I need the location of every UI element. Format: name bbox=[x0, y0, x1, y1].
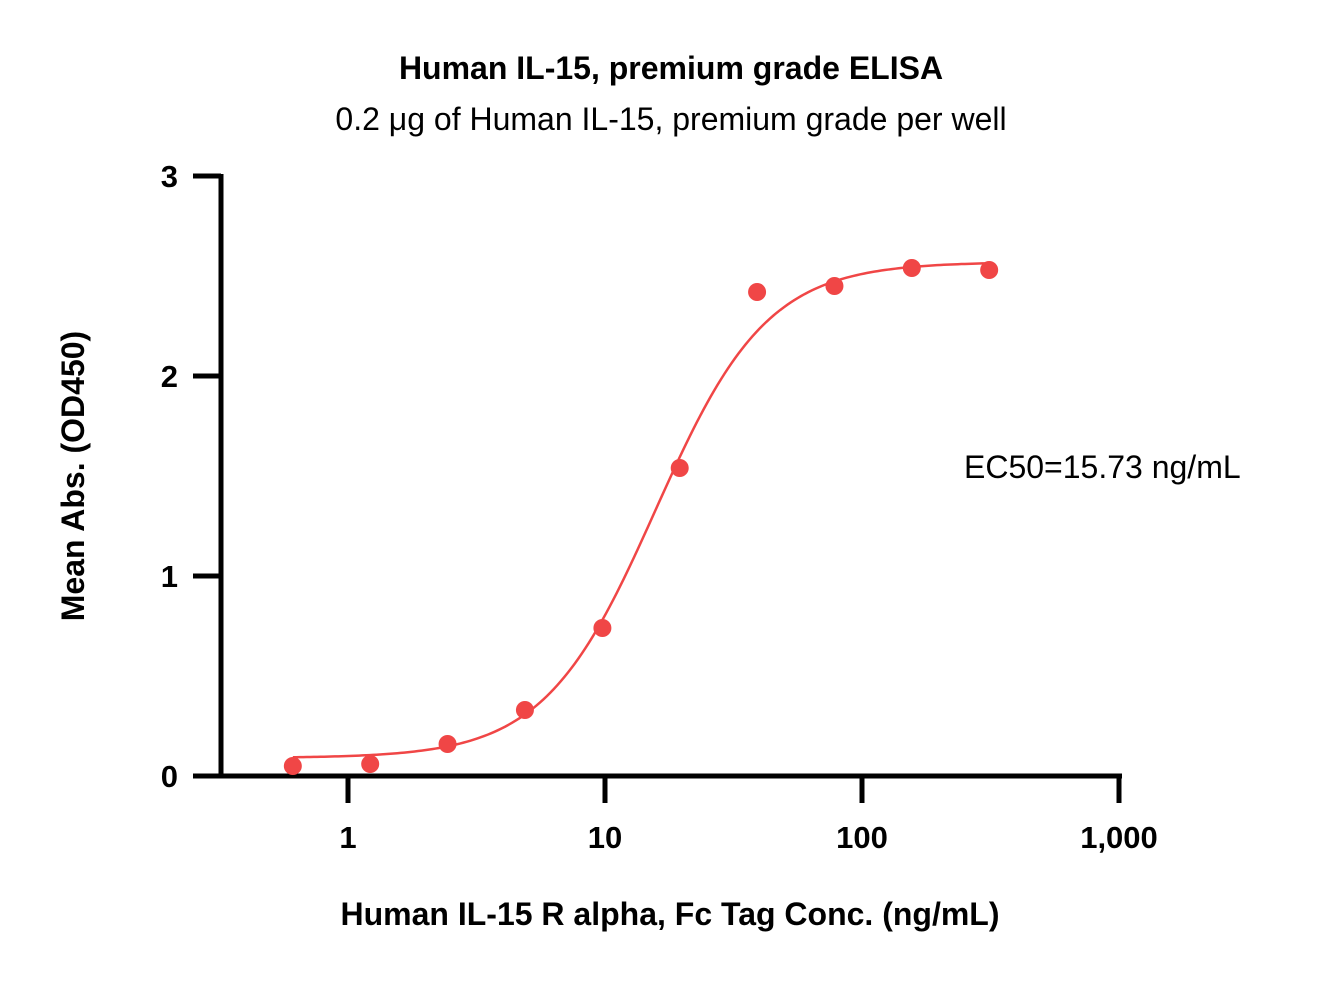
data-point bbox=[825, 277, 844, 295]
data-point bbox=[902, 259, 921, 277]
data-point bbox=[438, 735, 457, 753]
chart-title: Human IL-15, premium grade ELISA bbox=[399, 50, 943, 86]
y-axis-label: Mean Abs. (OD450) bbox=[55, 331, 91, 621]
data-point bbox=[515, 701, 534, 719]
x-axis-label: Human IL-15 R alpha, Fc Tag Conc. (ng/mL… bbox=[341, 896, 1000, 932]
data-point bbox=[670, 459, 689, 477]
x-tick-label: 10 bbox=[588, 820, 622, 855]
x-tick-label: 100 bbox=[836, 820, 888, 855]
x-tick-label: 1 bbox=[339, 820, 356, 855]
y-tick-label: 3 bbox=[161, 159, 178, 194]
y-tick-label: 2 bbox=[161, 359, 178, 394]
data-point bbox=[361, 755, 380, 773]
data-points bbox=[283, 259, 999, 775]
data-point bbox=[748, 283, 767, 301]
x-ticks: 1 10 100 1,000 bbox=[339, 776, 1158, 855]
y-tick-label: 1 bbox=[161, 559, 178, 594]
chart-subtitle: 0.2 μg of Human IL-15, premium grade per… bbox=[335, 101, 1006, 137]
fit-curve bbox=[292, 262, 990, 759]
data-point bbox=[980, 261, 999, 279]
x-tick-label: 1,000 bbox=[1080, 820, 1158, 855]
y-tick-label: 0 bbox=[161, 759, 178, 794]
ec50-annotation: EC50=15.73 ng/mL bbox=[964, 449, 1241, 485]
y-ticks: 0 1 2 3 bbox=[161, 159, 221, 794]
data-point bbox=[593, 619, 612, 637]
data-point bbox=[283, 757, 302, 775]
